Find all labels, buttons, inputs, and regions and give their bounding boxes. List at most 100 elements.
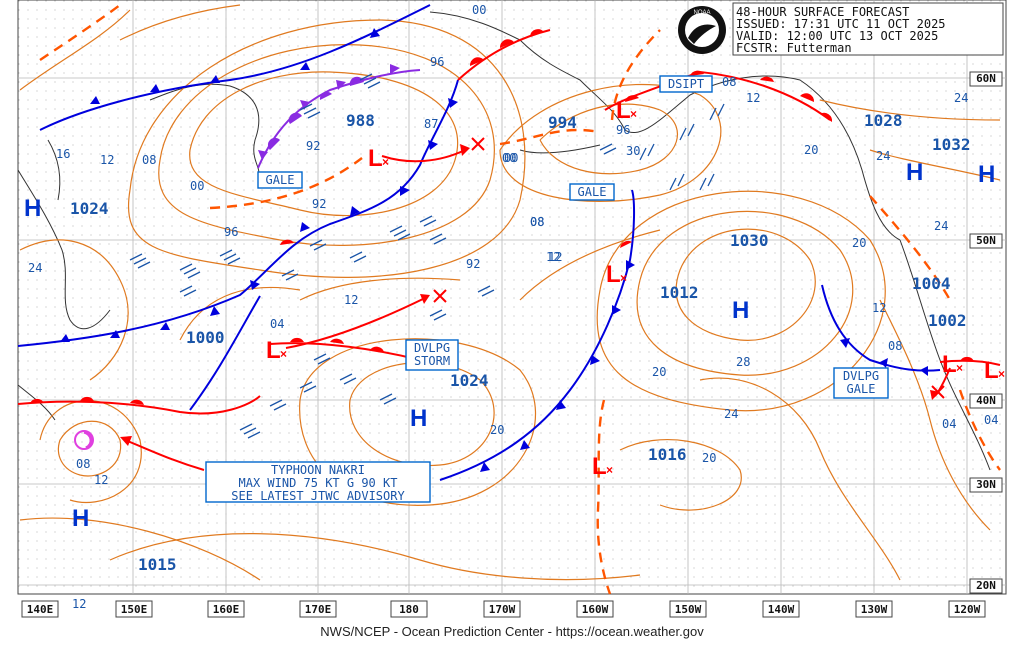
wind-barbs: [129, 73, 725, 439]
pressure-center-l: 1016: [648, 445, 687, 464]
isobar-label: 24: [876, 149, 890, 163]
cold-front-barbs: [60, 28, 928, 472]
isobar-labels: 00 96 87 92 92 00 16 12 08 00 96 24 08 12 04 92 12 20 20 24…: [28, 3, 998, 611]
longitude-label: 150W: [675, 603, 702, 616]
svg-text:L: L: [606, 261, 621, 288]
svg-text:×: ×: [620, 271, 627, 285]
typhoon-symbol: [74, 430, 94, 450]
latitude-tick-box: [969, 578, 1003, 594]
svg-text:×: ×: [956, 361, 963, 375]
isobar-label: 20: [702, 451, 716, 465]
svg-text:H: H: [906, 159, 923, 186]
label-box-line: GALE: [847, 382, 876, 396]
latitude-tick-box: [969, 71, 1003, 87]
svg-text:H: H: [732, 297, 749, 324]
low-symbols: L × L × L × L × L × L × L ×: [266, 97, 1005, 480]
isobar-label: 24: [954, 91, 968, 105]
isobar-label: 30: [626, 144, 640, 158]
pressure-center-l: 1002: [928, 311, 967, 330]
svg-text:×: ×: [998, 367, 1005, 381]
isobar-label: 04: [270, 317, 284, 331]
isobar-label: 00: [190, 179, 204, 193]
isobar-label: 08: [530, 215, 544, 229]
longitude-tick-box: [390, 600, 428, 618]
longitude-tick-box: [948, 600, 986, 618]
svg-text:H: H: [72, 505, 89, 532]
isobar-label: 00: [504, 151, 518, 165]
troughs: [39, 4, 1001, 595]
isobar-label: 16: [56, 147, 70, 161]
isobar-label: 96: [616, 123, 630, 137]
isobar-label: 12: [100, 153, 114, 167]
isobar-label: 08: [530, 215, 544, 229]
logo-text: NOAA: [693, 10, 710, 16]
longitude-tick-box: [762, 600, 800, 618]
isobar-label: 08: [142, 153, 156, 167]
longitude-label: 120W: [954, 603, 981, 616]
isobar-label: 00: [472, 3, 486, 17]
occluded-front-symbols: [258, 64, 400, 160]
isobar-label: 12: [94, 473, 108, 487]
longitude-label: 150E: [121, 603, 148, 616]
svg-text:×: ×: [630, 107, 637, 121]
header-valid: VALID: 12:00 UTC 13 OCT 2025: [736, 29, 938, 43]
isobar-label: 12: [548, 250, 562, 264]
pressure-center-l: 1000: [186, 328, 225, 347]
isobar-label: 04: [942, 417, 956, 431]
longitude-tick-box: [483, 600, 521, 618]
label-box-line: STORM: [414, 354, 450, 368]
isobar-label: 96: [430, 55, 444, 69]
svg-text:L: L: [266, 337, 281, 364]
longitude-tick-box: [299, 600, 337, 618]
label-box-line: MAX WIND 75 KT G 90 KT: [239, 476, 398, 490]
pressure-center-h: 1024: [450, 371, 489, 390]
longitude-label: 160W: [582, 603, 609, 616]
header-forecaster: FCSTR: Futterman: [736, 41, 852, 55]
isobar-label: 96: [224, 225, 238, 239]
isobar-label: 28: [736, 355, 750, 369]
label-box-line: SEE LATEST JTWC ADVISORY: [231, 489, 405, 503]
pressure-center-h: 1028: [864, 111, 903, 130]
longitude-tick-box: [115, 600, 153, 618]
storm-tracks: [124, 149, 951, 471]
pressure-center-h: 1024: [70, 199, 109, 218]
longitude-tick-box: [855, 600, 893, 618]
graticule: [18, 0, 1006, 594]
isobar-label: 24: [724, 407, 738, 421]
label-box-line: DVLPG: [843, 369, 879, 383]
isobar-label: 92: [306, 139, 320, 153]
longitude-label: 180: [399, 603, 419, 616]
label-boxes: GALEGALEDSIPTDVLPGSTORMDVLPGGALETYPHOON …: [205, 75, 889, 503]
isobar-label: 20: [652, 365, 666, 379]
pressure-center-h: 1030: [730, 231, 769, 250]
svg-text:L: L: [984, 357, 999, 384]
gale-1-label-box: GALE: [257, 171, 303, 189]
svg-text:L: L: [942, 351, 957, 378]
pressure-center-h: 1032: [932, 135, 971, 154]
isobar-label: 08: [888, 339, 902, 353]
isobar-label: 12: [546, 250, 560, 264]
pressure-center-l: 1012: [660, 283, 699, 302]
pressure-center-l: 988: [346, 111, 375, 130]
latitude-label: 60N: [976, 72, 996, 85]
isobar-label: 20: [804, 143, 818, 157]
isobar-label: 92: [466, 257, 480, 271]
svg-text:×: ×: [606, 463, 613, 477]
label-box-line: TYPHOON NAKRI: [271, 463, 365, 477]
pressure-center-h: 1015: [138, 555, 177, 574]
isobar-label: 08: [722, 75, 736, 89]
svg-text:×: ×: [280, 347, 287, 361]
longitude-label: 140E: [27, 603, 54, 616]
isobar-label: 24: [28, 261, 42, 275]
longitude-tick-box: [207, 600, 245, 618]
latitude-label: 40N: [976, 394, 996, 407]
longitude-tick-box: [669, 600, 707, 618]
svg-text:×: ×: [382, 155, 389, 169]
svg-text:H: H: [410, 405, 427, 432]
longitude-label: 140W: [768, 603, 795, 616]
isobar-label: 20: [852, 236, 866, 250]
label-box-line: GALE: [266, 173, 295, 187]
